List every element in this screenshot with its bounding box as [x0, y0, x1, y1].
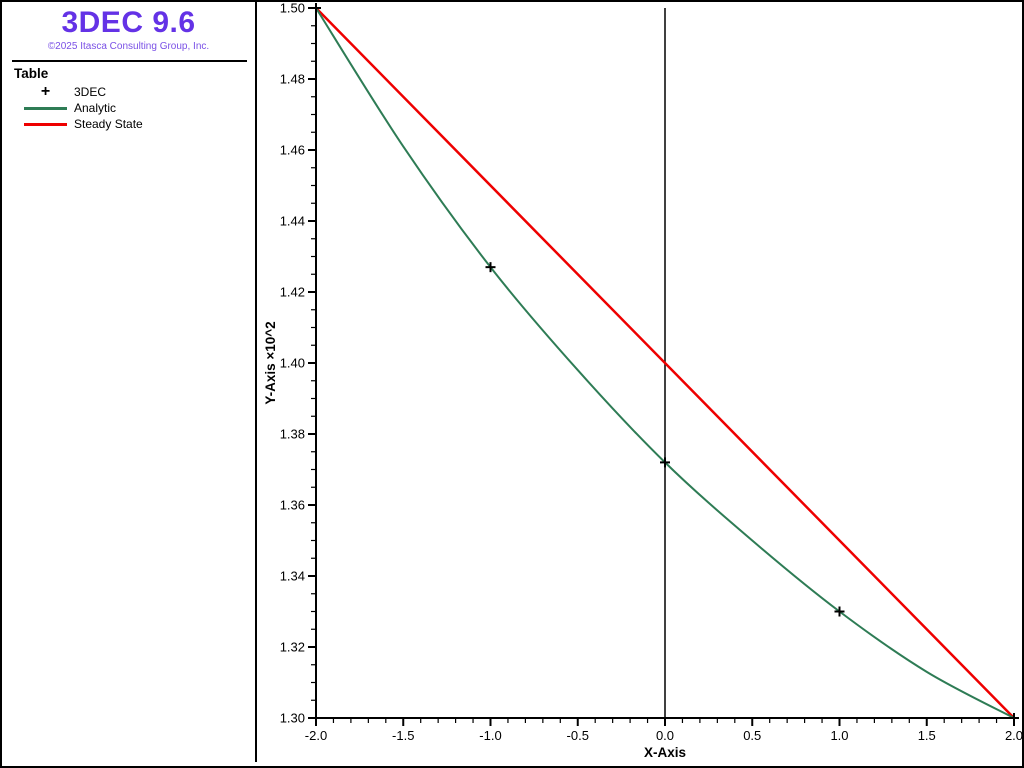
- sidebar-divider: [12, 60, 247, 62]
- y-tick-label: 1.48: [280, 72, 305, 87]
- x-tick-label: -1.0: [479, 728, 501, 743]
- y-tick-label: 1.42: [280, 285, 305, 300]
- x-tick-label: 0.0: [656, 728, 674, 743]
- x-tick-label: -0.5: [567, 728, 589, 743]
- copyright-text: ©2025 Itasca Consulting Group, Inc.: [47, 41, 210, 52]
- legend-heading: Table: [14, 66, 49, 81]
- y-tick-label: 1.34: [280, 569, 305, 584]
- y-tick-label: 1.40: [280, 356, 305, 371]
- y-tick-label: 1.44: [280, 214, 305, 229]
- y-tick-label: 1.46: [280, 143, 305, 158]
- chart-panel: 1.30 1.32 1.34 1.36 1.38 1.40 1.42 1.44 1.46 1.48…: [257, 2, 1022, 762]
- app-title: 3DEC 9.6: [61, 6, 196, 39]
- analytic-line: [315, 7, 1015, 719]
- legend-item-label: Steady State: [74, 117, 143, 131]
- x-tick-label: 2.0: [1005, 728, 1022, 743]
- sidebar: 3DEC 9.6 ©2025 Itasca Consulting Group, …: [2, 2, 255, 762]
- legend-item-label: 3DEC: [74, 85, 107, 99]
- x-axis-title: X-Axis: [644, 745, 686, 760]
- plus-marker-icon: +: [40, 83, 51, 100]
- line-swatch-icon: [24, 122, 67, 126]
- y-tick-label: 1.38: [280, 427, 305, 442]
- x-tick-label: 1.0: [830, 728, 848, 743]
- legend-item-3dec: + 3DEC: [2, 84, 255, 100]
- legend: Table + 3DEC Analytic Steady State: [2, 66, 255, 132]
- x-tick-label: -2.0: [305, 728, 327, 743]
- y-axis-title: Y-Axis ×10^2: [263, 321, 278, 404]
- legend-item-steady-state: Steady State: [2, 116, 255, 132]
- y-tick-label: 1.36: [280, 498, 305, 513]
- line-swatch-icon: [24, 106, 67, 110]
- steady-state-line: [314, 6, 1016, 720]
- y-tick-label: 1.30: [280, 711, 305, 726]
- panel-separator: [255, 2, 257, 762]
- x-tick-label: 1.5: [918, 728, 936, 743]
- xy-plot: 1.30 1.32 1.34 1.36 1.38 1.40 1.42 1.44 1.46 1.48…: [263, 2, 1022, 760]
- y-tick-label: 1.32: [280, 640, 305, 655]
- legend-item-label: Analytic: [74, 101, 117, 115]
- legend-item-analytic: Analytic: [2, 100, 255, 116]
- x-tick-label: -1.5: [392, 728, 414, 743]
- y-tick-label: 1.50: [280, 2, 305, 16]
- x-tick-label: 0.5: [743, 728, 761, 743]
